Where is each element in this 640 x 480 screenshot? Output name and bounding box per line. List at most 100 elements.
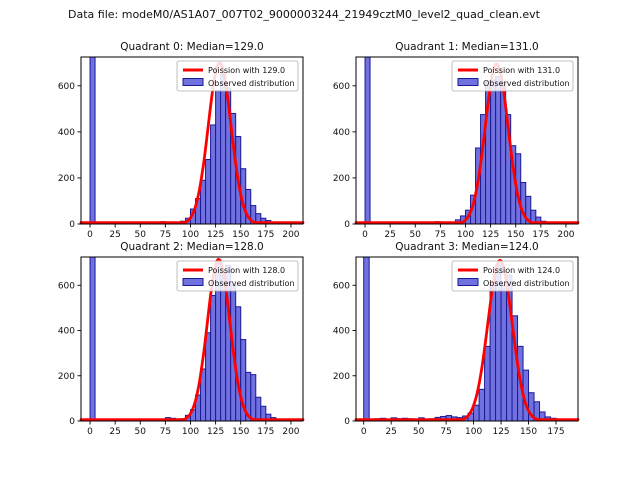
y-tick-label: 600 (58, 281, 75, 291)
legend-label: Observed distribution (483, 79, 570, 88)
x-tick-label: 175 (547, 427, 564, 437)
x-tick-label: 150 (520, 427, 537, 437)
poisson-curve (354, 62, 580, 224)
x-tick-label: 125 (492, 427, 509, 437)
legend-patch-swatch (457, 278, 479, 286)
x-tick-label: 50 (135, 230, 147, 240)
legend-label: Observed distribution (208, 79, 295, 88)
y-tick-label: 600 (58, 82, 75, 92)
x-tick-label: 0 (87, 230, 93, 240)
quadrant-2-plot: 0 25 50 75 100 125 150 175 200 0 200 400 600 Poission… (58, 256, 305, 437)
x-tick-label: 175 (257, 427, 274, 437)
legend-box (451, 260, 574, 292)
x-tick-label: 100 (182, 427, 199, 437)
y-tick-label: 400 (333, 327, 350, 337)
legend-patch-swatch (182, 278, 204, 286)
histogram-bar (220, 73, 227, 225)
x-tick-label: 200 (557, 230, 574, 240)
legend-box (176, 60, 299, 92)
x-tick-label: 100 (182, 230, 199, 240)
legend: Poission with 124.0 Observed distribution (451, 260, 574, 292)
y-tick-label: 600 (333, 82, 350, 92)
y-tick-label: 600 (333, 281, 350, 291)
y-tick-label: 200 (333, 372, 350, 382)
quadrant-3-title: Quadrant 3: Median=124.0 (395, 241, 539, 253)
legend-label: Poission with 131.0 (483, 66, 560, 75)
axes-frame (355, 56, 579, 225)
x-tick-label: 150 (232, 427, 249, 437)
x-tick-label: 175 (257, 230, 274, 240)
histogram-bar (478, 388, 486, 422)
histogram-bar (255, 396, 262, 422)
histogram-bar (490, 79, 497, 225)
axes-frame (80, 56, 304, 225)
x-tick-label: 200 (282, 230, 299, 240)
x-tick-label: 0 (362, 230, 368, 240)
quadrant-0-title: Quadrant 0: Median=129.0 (120, 41, 264, 53)
quadrant-0-plot: 0 25 50 75 100 125 150 175 200 0 200 400 600 Poission… (58, 56, 305, 240)
axis-ticks: 0 25 50 75 100 125 150 175 200 0 200 400 600 (333, 82, 575, 240)
figure-title: Data file: modeM0/AS1A07_007T02_90000032… (68, 8, 540, 21)
x-tick-label: 0 (361, 427, 367, 437)
x-tick-label: 50 (135, 427, 147, 437)
legend: Poission with 129.0 Observed distribution (176, 60, 299, 92)
quadrant-1-title: Quadrant 1: Median=131.0 (395, 41, 539, 53)
quadrant-3-plot: 0 25 50 75 100 125 150 175 0 200 400 600 Poission wi… (333, 256, 580, 437)
x-tick-label: 150 (507, 230, 524, 240)
x-tick-label: 75 (160, 230, 171, 240)
x-tick-label: 75 (160, 427, 171, 437)
histogram-bar (364, 56, 371, 225)
y-tick-label: 200 (58, 372, 75, 382)
legend-label: Poission with 124.0 (483, 266, 560, 275)
x-tick-label: 25 (385, 427, 396, 437)
x-tick-label: 75 (435, 230, 446, 240)
histogram-bar (215, 89, 222, 225)
histogram-bar (220, 271, 227, 422)
x-tick-label: 0 (87, 427, 93, 437)
x-tick-label: 200 (282, 427, 299, 437)
legend-patch-swatch (182, 78, 204, 86)
legend-box (176, 260, 299, 292)
y-tick-label: 200 (333, 174, 350, 184)
histogram-bar (89, 56, 96, 225)
x-tick-label: 25 (384, 230, 395, 240)
histogram-bar (473, 404, 480, 422)
x-tick-label: 125 (207, 230, 224, 240)
poisson-curve (79, 61, 305, 224)
x-tick-label: 75 (440, 427, 451, 437)
histogram-bar (89, 256, 96, 422)
poisson-curve (354, 259, 580, 421)
y-tick-label: 0 (69, 417, 75, 427)
x-tick-label: 100 (457, 230, 474, 240)
quadrant-1-plot: 0 25 50 75 100 125 150 175 200 0 200 400 600 Poission… (333, 56, 580, 240)
y-tick-label: 0 (344, 417, 350, 427)
histogram-bar (500, 284, 508, 422)
legend-label: Poission with 128.0 (208, 266, 285, 275)
quadrant-2-title: Quadrant 2: Median=128.0 (120, 241, 264, 253)
y-tick-label: 400 (58, 128, 75, 138)
x-tick-label: 25 (109, 230, 120, 240)
x-tick-label: 125 (482, 230, 499, 240)
histogram-bar (235, 306, 242, 422)
x-tick-label: 50 (410, 230, 422, 240)
histogram-bar (210, 294, 217, 422)
legend-label: Observed distribution (208, 279, 295, 288)
legend: Poission with 128.0 Observed distribution (176, 260, 299, 292)
legend: Poission with 131.0 Observed distribution (451, 60, 574, 92)
histogram-bar (484, 345, 491, 422)
x-tick-label: 175 (532, 230, 549, 240)
legend-box (451, 60, 574, 92)
y-tick-label: 400 (333, 128, 350, 138)
axis-ticks: 0 25 50 75 100 125 150 175 0 200 400 600 (333, 281, 565, 437)
histogram-bar (250, 374, 257, 422)
y-tick-label: 400 (58, 327, 75, 337)
axis-ticks: 0 25 50 75 100 125 150 175 200 0 200 400 600 (58, 281, 300, 437)
legend-label: Poission with 129.0 (208, 66, 285, 75)
x-tick-label: 150 (232, 230, 249, 240)
histogram-bar (495, 76, 502, 225)
histogram-bar (210, 124, 217, 225)
legend-patch-swatch (457, 78, 479, 86)
x-tick-label: 25 (109, 427, 120, 437)
